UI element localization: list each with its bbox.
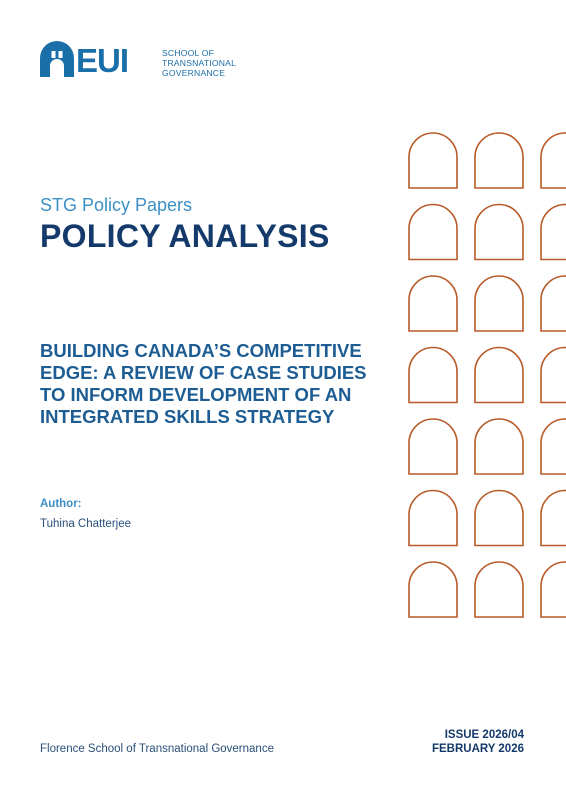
footer-organization: Florence School of Transnational Governa… — [40, 743, 274, 755]
series-name: STG Policy Papers — [40, 195, 193, 215]
author-label: Author: — [40, 498, 82, 510]
document-type: POLICY ANALYSIS — [40, 218, 330, 254]
arch-outline — [540, 346, 566, 404]
arch-outline — [540, 132, 566, 189]
arch-outline — [408, 275, 458, 332]
arch-outline — [474, 203, 524, 261]
title-line-4: INTEGRATED SKILLS STRATEGY — [40, 406, 335, 427]
issue-number: ISSUE 2026/04 — [444, 729, 524, 741]
logo-letters: EUI — [76, 42, 129, 79]
arch-outline — [408, 132, 458, 189]
arch-outline — [474, 561, 524, 618]
arch-outline — [474, 275, 524, 332]
arch-outline — [540, 561, 566, 618]
arch-outline — [474, 346, 524, 404]
logo-school-name: SCHOOL OF TRANSNATIONAL GOVERNANCE — [162, 48, 282, 78]
arch-outline — [540, 418, 566, 475]
paper-title: BUILDING CANADA’S COMPETITIVE EDGE: A RE… — [40, 340, 400, 428]
logo-school-line-3: GOVERNANCE — [162, 68, 226, 78]
arch-outline — [474, 132, 524, 189]
arch-outline — [408, 203, 458, 261]
arch-outline — [408, 489, 458, 547]
arch-outline — [540, 489, 566, 547]
author-name: Tuhina Chatterjee — [40, 518, 131, 530]
arch-outline — [474, 489, 524, 547]
arch-outline — [540, 203, 566, 261]
logo-school-line-1: SCHOOL OF — [162, 48, 215, 58]
title-line-3: TO INFORM DEVELOPMENT OF AN — [40, 384, 352, 405]
arch-outline — [408, 346, 458, 404]
title-line-1: BUILDING CANADA’S COMPETITIVE — [40, 340, 362, 361]
eui-arch-icon — [40, 41, 74, 77]
logo-school-line-2: TRANSNATIONAL — [162, 58, 237, 68]
title-line-2: EDGE: A REVIEW OF CASE STUDIES — [40, 362, 367, 383]
arch-outline — [540, 275, 566, 332]
arch-outline — [408, 418, 458, 475]
issue-info: ISSUE 2026/04 FEBRUARY 2026 — [432, 728, 524, 756]
arch-outline — [474, 418, 524, 475]
arch-outline — [408, 561, 458, 618]
issue-date: FEBRUARY 2026 — [431, 743, 524, 755]
